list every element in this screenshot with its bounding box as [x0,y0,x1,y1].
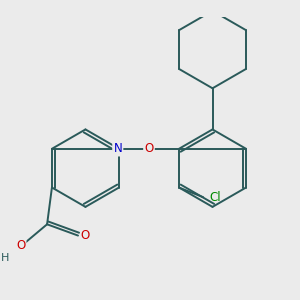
Text: O: O [81,229,90,242]
Text: O: O [16,239,25,252]
Text: H: H [0,253,9,263]
Text: N: N [113,142,122,155]
Text: Cl: Cl [210,191,221,204]
Text: O: O [144,142,154,155]
